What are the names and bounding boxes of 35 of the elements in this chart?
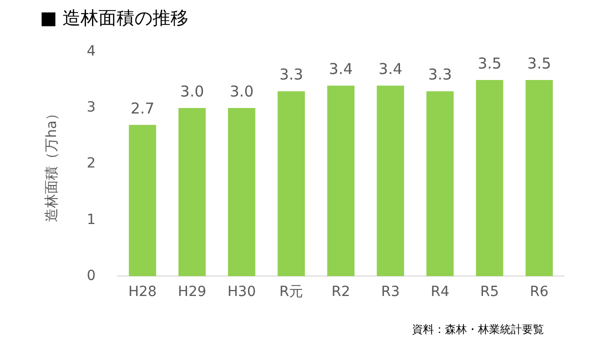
bar (327, 86, 354, 276)
y-tick-label: 4 (86, 44, 96, 60)
data-label: 3.4 (328, 60, 353, 78)
data-label: 2.7 (130, 99, 154, 118)
chart-title: ■ 造林面積の推移 (40, 7, 189, 30)
data-label: 3.0 (180, 82, 204, 100)
x-tick-label: R5 (480, 284, 499, 300)
y-tick-label: 0 (86, 268, 96, 284)
bar (228, 108, 256, 276)
bar (526, 80, 553, 276)
x-tick-label: R4 (430, 284, 450, 300)
bar (376, 86, 404, 276)
y-tick-label: 2 (86, 156, 96, 172)
x-tick-label: H30 (228, 284, 256, 300)
x-tick-label: R元 (279, 284, 304, 300)
data-label: 3.3 (428, 66, 452, 84)
y-tick-label: 3 (86, 100, 96, 116)
x-tick-label: H29 (178, 284, 206, 300)
bar (278, 91, 305, 276)
text: 資料：森林・林業統計要覧 (412, 322, 544, 337)
y-tick-label: 1 (86, 212, 96, 228)
data-label: 3.3 (279, 66, 304, 84)
data-label: 3.4 (378, 60, 402, 78)
bar (426, 91, 454, 276)
bar (178, 108, 206, 276)
x-tick-label: R3 (381, 284, 400, 300)
data-label: 3.5 (478, 54, 502, 72)
x-tick-label: R6 (530, 284, 549, 300)
x-tick-label: R2 (332, 284, 350, 300)
data-label: 3.5 (527, 54, 552, 72)
bar (128, 124, 156, 276)
y-axis-title: 造林面積（万ha） (44, 106, 60, 222)
bar (476, 80, 504, 276)
data-label: 3.0 (230, 82, 254, 100)
x-tick-label: H28 (128, 284, 157, 300)
